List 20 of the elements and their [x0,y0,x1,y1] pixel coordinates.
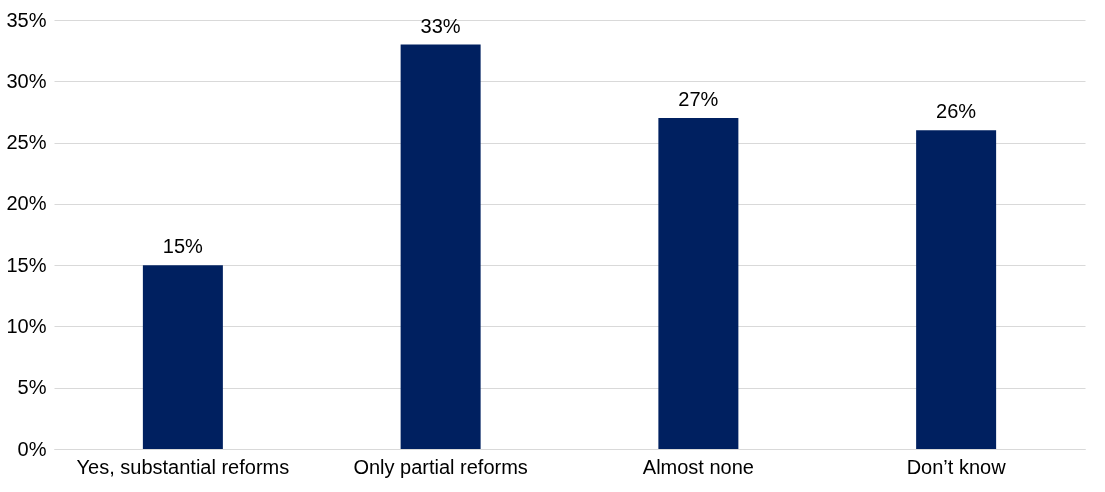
y-tick-label: 15% [6,253,47,276]
y-tick-label: 0% [17,437,47,460]
data-label: 15% [162,235,204,258]
y-tick-label: 20% [6,192,47,215]
data-label: 26% [936,100,977,123]
x-tick-label: Almost none [642,455,754,478]
x-tick-label: Yes, substantial reforms [76,455,290,478]
data-label: 27% [678,88,719,111]
y-tick-label: 25% [6,131,47,154]
y-tick-label: 35% [6,8,47,31]
y-tick-label: 30% [6,69,47,92]
bar [658,118,739,449]
bar [142,265,223,449]
x-tick-label: Only partial reforms [353,455,528,478]
y-tick-label: 5% [17,376,47,399]
x-tick-label: Don’t know [906,455,1007,478]
y-tick-label: 10% [6,314,47,337]
bar [400,44,481,449]
bar [916,130,997,449]
data-label: 33% [420,14,461,37]
